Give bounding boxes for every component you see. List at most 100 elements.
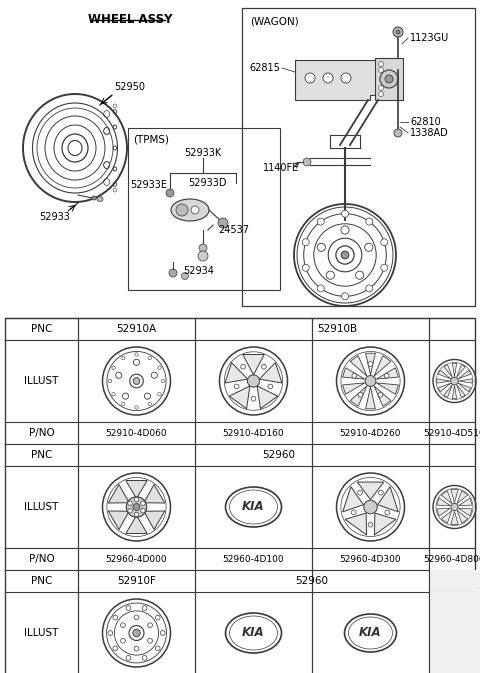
Polygon shape [350, 355, 367, 376]
Text: 62815: 62815 [249, 63, 280, 73]
Circle shape [305, 73, 315, 83]
Polygon shape [257, 386, 278, 409]
Circle shape [379, 67, 384, 73]
Polygon shape [456, 365, 465, 378]
Circle shape [133, 629, 140, 637]
Circle shape [108, 631, 113, 635]
Text: 52933D: 52933D [188, 178, 227, 188]
Circle shape [317, 218, 324, 225]
Circle shape [142, 606, 147, 610]
Polygon shape [459, 379, 472, 383]
Polygon shape [456, 385, 465, 398]
Polygon shape [437, 498, 450, 505]
Circle shape [156, 646, 160, 651]
Circle shape [121, 356, 125, 360]
Polygon shape [295, 60, 395, 100]
Text: 52910-4D060: 52910-4D060 [106, 429, 168, 437]
Polygon shape [144, 511, 165, 530]
Circle shape [358, 392, 363, 397]
Circle shape [379, 61, 384, 67]
Circle shape [396, 30, 400, 34]
Circle shape [262, 364, 266, 369]
Circle shape [112, 366, 115, 369]
Polygon shape [376, 367, 398, 379]
Polygon shape [144, 485, 165, 503]
Circle shape [218, 218, 228, 228]
Circle shape [234, 384, 239, 389]
Circle shape [364, 500, 377, 513]
Circle shape [141, 501, 145, 505]
Bar [429, 592, 480, 673]
Polygon shape [343, 367, 365, 379]
Bar [375, 58, 403, 100]
Polygon shape [374, 386, 391, 406]
Circle shape [128, 509, 132, 513]
Circle shape [142, 656, 147, 660]
Circle shape [160, 631, 165, 635]
Polygon shape [126, 481, 147, 499]
Circle shape [384, 374, 389, 378]
Polygon shape [343, 383, 365, 394]
Ellipse shape [92, 196, 96, 200]
Circle shape [352, 374, 357, 378]
Circle shape [365, 376, 376, 386]
Polygon shape [374, 355, 391, 376]
Polygon shape [243, 355, 264, 375]
Circle shape [113, 615, 118, 620]
Text: 52910-4D260: 52910-4D260 [340, 429, 401, 437]
Circle shape [156, 615, 160, 620]
Polygon shape [357, 482, 384, 499]
Circle shape [317, 285, 324, 292]
Text: 52960: 52960 [296, 576, 328, 586]
Text: 1338AD: 1338AD [410, 128, 449, 138]
Text: 62810: 62810 [410, 117, 441, 127]
Polygon shape [378, 487, 398, 512]
Polygon shape [457, 511, 468, 524]
Text: 52960-4D800: 52960-4D800 [424, 555, 480, 563]
Circle shape [126, 656, 131, 660]
Polygon shape [444, 365, 452, 378]
Polygon shape [438, 383, 451, 392]
Circle shape [326, 271, 335, 279]
Text: (TPMS): (TPMS) [133, 134, 169, 144]
Circle shape [366, 218, 373, 225]
Circle shape [379, 491, 383, 495]
Text: 52933: 52933 [39, 212, 71, 222]
Text: ILLUST: ILLUST [24, 376, 59, 386]
Bar [242, 8, 475, 306]
Circle shape [133, 378, 140, 384]
Text: 52910-4D160: 52910-4D160 [223, 429, 284, 437]
Circle shape [380, 70, 398, 88]
Circle shape [134, 615, 139, 620]
Text: P/NO: P/NO [29, 428, 54, 438]
Polygon shape [437, 379, 450, 383]
Circle shape [451, 503, 458, 511]
Polygon shape [343, 487, 363, 512]
Circle shape [144, 393, 151, 399]
Circle shape [133, 359, 140, 365]
Text: KIA: KIA [242, 627, 265, 639]
Circle shape [451, 377, 458, 385]
Circle shape [351, 510, 356, 515]
Circle shape [341, 226, 349, 234]
Circle shape [148, 402, 152, 406]
Circle shape [116, 372, 122, 378]
Circle shape [148, 356, 152, 360]
Polygon shape [452, 363, 456, 377]
Text: 52933K: 52933K [184, 148, 222, 158]
Polygon shape [376, 383, 398, 394]
Text: 1140FE: 1140FE [263, 163, 299, 173]
Text: 52910-4D510: 52910-4D510 [424, 429, 480, 437]
Text: 52933E: 52933E [130, 180, 167, 190]
Text: 24537: 24537 [218, 225, 249, 235]
Circle shape [393, 27, 403, 37]
Polygon shape [437, 508, 450, 516]
Circle shape [181, 273, 189, 279]
Circle shape [128, 501, 132, 505]
Polygon shape [366, 353, 375, 375]
Bar [128, 128, 280, 290]
Circle shape [126, 497, 147, 517]
Circle shape [199, 244, 207, 252]
Text: KIA: KIA [242, 501, 265, 513]
Circle shape [134, 512, 139, 517]
